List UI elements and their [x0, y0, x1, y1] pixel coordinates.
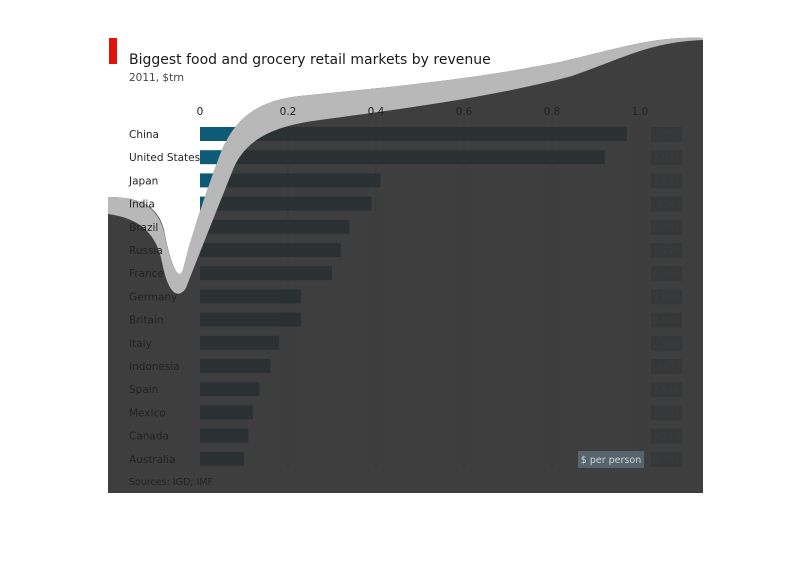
x-tick-label: 0.8	[544, 106, 561, 118]
per-person-legend-box	[578, 451, 644, 468]
category-label: Australia	[129, 454, 175, 466]
category-label: Brazil	[129, 222, 158, 234]
chart-subtitle: 2011, $trn	[129, 72, 184, 84]
page-curl-rim	[108, 37, 703, 294]
category-label: Mexico	[129, 407, 166, 419]
x-axis-ticks: 0 0.2 0.4 0.6 0.8 1.0	[197, 106, 649, 118]
category-label: Canada	[129, 431, 169, 443]
category-label: Japan	[128, 175, 158, 187]
category-label: India	[129, 199, 155, 211]
category-label: Britain	[129, 315, 164, 327]
category-label: Germany	[129, 291, 177, 303]
x-tick-label: 0.2	[280, 106, 297, 118]
title-accent-bar	[109, 38, 117, 64]
x-tick-label: 0.6	[456, 106, 473, 118]
category-label: Spain	[129, 384, 158, 396]
category-label: China	[129, 129, 159, 141]
x-tick-label: 0.4	[368, 106, 385, 118]
category-label: United States	[129, 152, 200, 164]
x-tick-label: 0	[197, 106, 204, 118]
category-label: Italy	[129, 338, 152, 350]
page-curl-overlay	[108, 36, 703, 493]
category-label: France	[129, 268, 164, 280]
source-note: Sources: IGD; IMF	[129, 477, 213, 488]
per-person-legend: $ per person	[581, 455, 641, 466]
category-label: Indonesia	[129, 361, 180, 373]
category-labels: China United States Japan India Brazil Russia…	[128, 129, 200, 466]
x-tick-label: 1.0	[632, 106, 649, 118]
chart-title: Biggest food and grocery retail markets …	[129, 52, 491, 68]
category-label: Russia	[129, 245, 163, 257]
